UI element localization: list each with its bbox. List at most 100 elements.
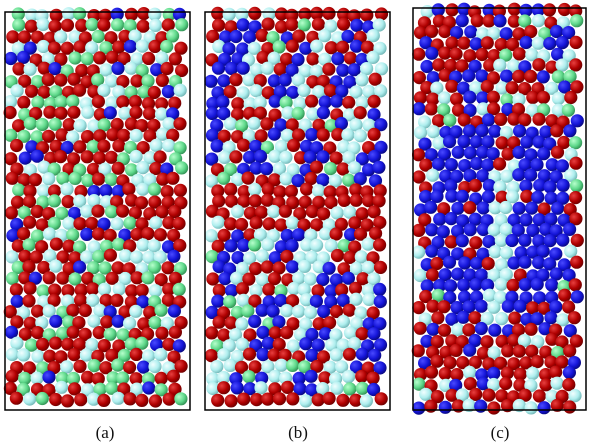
atom: [160, 39, 174, 54]
atom: [480, 36, 494, 50]
atom: [526, 223, 540, 238]
atom: [174, 392, 188, 406]
atom: [412, 148, 426, 162]
atom: [499, 246, 514, 260]
atom: [425, 244, 439, 258]
atom: [468, 333, 482, 348]
atom: [17, 348, 31, 362]
atom: [224, 316, 238, 330]
atom: [147, 85, 161, 100]
atom: [48, 283, 62, 297]
atom: [137, 85, 151, 99]
atom: [10, 217, 24, 232]
atom: [148, 195, 162, 209]
atom: [341, 29, 355, 43]
atom: [291, 73, 306, 87]
atom: [135, 393, 149, 407]
atom: [563, 69, 577, 84]
atom: [168, 96, 182, 110]
atom: [12, 119, 26, 133]
atom: [567, 311, 582, 325]
atom: [532, 213, 546, 227]
atom: [299, 394, 313, 408]
atom: [438, 68, 452, 82]
atom: [524, 401, 538, 415]
atom: [147, 260, 162, 274]
atom: [507, 112, 521, 126]
atom: [22, 238, 36, 252]
atom: [268, 173, 282, 187]
atom: [143, 305, 157, 319]
atom: [342, 150, 356, 164]
atom: [86, 162, 101, 176]
atom: [536, 90, 551, 105]
atom: [260, 61, 275, 75]
atom: [451, 103, 466, 117]
atom: [343, 382, 357, 396]
atom: [103, 228, 117, 242]
atom: [97, 217, 111, 231]
atom: [524, 322, 538, 336]
atom: [105, 348, 119, 362]
atom: [524, 69, 538, 83]
atom: [360, 8, 374, 22]
atom: [111, 314, 125, 328]
atom: [22, 260, 36, 274]
atom: [17, 227, 31, 241]
atom: [268, 382, 282, 396]
atom: [272, 337, 286, 351]
atom: [456, 310, 470, 324]
atom: [278, 73, 292, 87]
atom: [134, 196, 149, 210]
atom: [425, 24, 439, 38]
atom: [463, 268, 477, 282]
atom: [223, 117, 238, 131]
atom: [518, 158, 532, 172]
atom: [341, 128, 355, 142]
atom: [249, 284, 263, 298]
atom: [205, 305, 219, 319]
atom: [217, 371, 231, 385]
atom: [35, 117, 49, 132]
atom: [367, 108, 381, 122]
atom: [67, 152, 81, 166]
atom: [420, 59, 434, 74]
atom: [118, 271, 132, 286]
atom: [463, 343, 477, 357]
atom: [463, 201, 477, 215]
atom: [343, 51, 357, 65]
atom: [355, 207, 369, 221]
atom: [543, 257, 557, 271]
atom: [487, 300, 501, 314]
atom: [424, 102, 438, 116]
atom: [30, 130, 44, 144]
atom: [297, 283, 311, 297]
atom: [10, 336, 24, 350]
atom: [4, 51, 18, 66]
atom: [211, 184, 225, 198]
atom: [493, 14, 507, 28]
atom: [81, 383, 95, 397]
atom: [570, 114, 584, 128]
atom: [261, 237, 275, 252]
atom: [316, 350, 331, 364]
atom: [61, 337, 75, 351]
atom: [61, 284, 75, 298]
atom: [66, 130, 80, 144]
atom: [116, 371, 130, 385]
atom: [425, 223, 439, 237]
atom: [230, 349, 245, 364]
atom: [266, 30, 280, 45]
atom: [414, 203, 428, 217]
atom: [463, 223, 477, 237]
atom: [537, 147, 551, 161]
atom: [353, 172, 367, 186]
atom: [474, 299, 488, 313]
atom: [4, 128, 18, 142]
atom: [309, 64, 324, 78]
atom: [531, 36, 545, 50]
atom: [173, 141, 187, 155]
atom: [148, 316, 162, 330]
atom: [229, 29, 243, 44]
atom: [373, 295, 387, 309]
